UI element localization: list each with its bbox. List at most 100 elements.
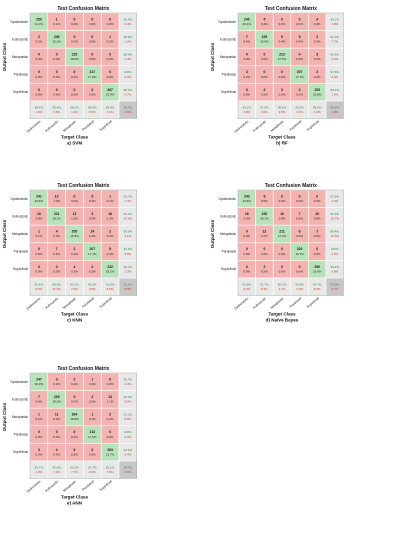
cell-count: 1 <box>109 35 111 39</box>
x-tick-label: Koilocytotic <box>44 119 59 133</box>
cell-count: 7 <box>316 230 318 234</box>
cell-count: 240 <box>244 17 250 21</box>
cell-count: 213 <box>89 430 95 434</box>
cell-percent: 0.6% <box>296 217 303 221</box>
cell-count: 221 <box>54 212 60 216</box>
cell-percent: 21.0% <box>35 22 44 26</box>
cell-percent: 0.0% <box>35 435 42 439</box>
cell-count: 0 <box>74 430 76 434</box>
matrix-frame <box>29 189 138 296</box>
y-tick-label: Koilocytotic <box>12 37 29 41</box>
cell-percent: 0.0% <box>243 234 250 238</box>
y-axis-label: Output Class <box>210 219 215 248</box>
cell-percent: 17.1% <box>295 75 304 79</box>
column-recall: 95.3% <box>278 282 287 286</box>
panel-caption: e) ANN <box>67 501 83 506</box>
row-precision: 91.0% <box>124 395 133 399</box>
cell-percent: 0.0% <box>89 57 96 61</box>
cell-percent: 0.0% <box>71 40 78 44</box>
cell-percent: 0.0% <box>279 75 286 79</box>
cell-percent: 20.6% <box>313 269 322 273</box>
cell-count: 250 <box>36 17 42 21</box>
y-tick-label: Superficial <box>221 267 236 271</box>
cell-count: 2 <box>316 70 318 74</box>
cell-percent: 0.6% <box>243 40 250 44</box>
cell-count: 0 <box>299 265 301 269</box>
row-error: 0.0% <box>124 75 131 79</box>
y-tick-label: Dyskeratotic <box>218 197 236 201</box>
column-error: 6.6% <box>35 287 42 291</box>
cell-percent: 0.0% <box>53 75 60 79</box>
column-recall: 92.6% <box>52 465 61 469</box>
cell-percent: 0.8% <box>314 217 321 221</box>
overall-accuracy: 99.4% <box>124 105 133 109</box>
cell-percent: 0.0% <box>261 75 268 79</box>
column-error: 0.6% <box>53 110 60 114</box>
cell-count: 0 <box>316 247 318 251</box>
y-tick-label: Koilocytotic <box>220 37 237 41</box>
cell-count: 0 <box>109 430 111 434</box>
y-tick-label: Superficial <box>13 267 28 271</box>
column-error: 3.5% <box>279 110 286 114</box>
cell-count: 267 <box>107 88 113 92</box>
cell-count: 0 <box>281 194 283 198</box>
cell-count: 0 <box>91 448 93 452</box>
cell-percent: 0.2% <box>243 75 250 79</box>
overall-error: 8.9% <box>124 287 131 291</box>
cell-count: 4 <box>56 448 58 452</box>
row-error: 2.4% <box>331 75 338 79</box>
cell-count: 0 <box>246 230 248 234</box>
row-error: 0.4% <box>124 22 131 26</box>
cell-percent: 19.1% <box>106 269 115 273</box>
row-error: 4.3% <box>124 382 131 386</box>
cell-count: 2 <box>91 265 93 269</box>
row-error: 9.1% <box>124 234 131 238</box>
cell-percent: 0.4% <box>279 40 286 44</box>
overall-accuracy: 94.4% <box>124 465 133 469</box>
cell-percent: 0.2% <box>314 57 321 61</box>
cell-count: 0 <box>56 430 58 434</box>
column-error: 1.6% <box>35 110 42 114</box>
cell-count: 1 <box>38 230 40 234</box>
cell-count: 10 <box>315 212 319 216</box>
column-recall: 93.0% <box>295 282 304 286</box>
cell-count: 0 <box>281 265 283 269</box>
x-tick-label: Dyskeratotic <box>26 119 42 134</box>
cell-count: 0 <box>91 53 93 57</box>
cell-count: 2 <box>109 230 111 234</box>
row-precision: 96.2% <box>331 17 340 21</box>
column-error: 7.9% <box>107 470 114 474</box>
cell-percent: 0.0% <box>296 22 303 26</box>
cell-percent: 20.4% <box>243 22 252 26</box>
cell-percent: 17.9% <box>88 75 97 79</box>
column-error: 6.2% <box>243 287 250 291</box>
cell-count: 13 <box>108 395 112 399</box>
y-tick-label: Parabasal <box>14 250 29 254</box>
cell-count: 0 <box>38 265 40 269</box>
cell-count: 207 <box>297 70 303 74</box>
row-precision: 91.2% <box>124 247 133 251</box>
y-tick-label: Parabasal <box>222 250 237 254</box>
cell-percent: 0.3% <box>296 57 303 61</box>
cell-percent: 18.5% <box>52 400 61 404</box>
cell-percent: 0.0% <box>243 252 250 256</box>
cell-count: 12 <box>55 194 59 198</box>
row-error: 0.7% <box>124 92 131 96</box>
overall-error: 6.7% <box>331 287 338 291</box>
y-tick-label: Superficial <box>13 90 28 94</box>
cell-percent: 0.4% <box>89 199 96 203</box>
chart-title: Test Confusion Matrix <box>57 183 109 189</box>
cell-percent: 0.0% <box>71 400 78 404</box>
cell-percent: 0.0% <box>35 269 42 273</box>
cell-count: 0 <box>91 88 93 92</box>
cell-count: 0 <box>246 265 248 269</box>
row-error: 3.3% <box>124 269 131 273</box>
cell-percent: 0.1% <box>53 22 60 26</box>
row-precision: 97.6% <box>331 194 340 198</box>
cell-count: 0 <box>38 430 40 434</box>
cell-percent: 0.0% <box>89 22 96 26</box>
overall-error: 5.6% <box>124 470 131 474</box>
column-recall: 99.5% <box>88 105 97 109</box>
cell-count: 213 <box>279 53 285 57</box>
confusion-matrix-4: Test Confusion Matrix24019.8%60.5%00.0%0… <box>210 183 344 323</box>
